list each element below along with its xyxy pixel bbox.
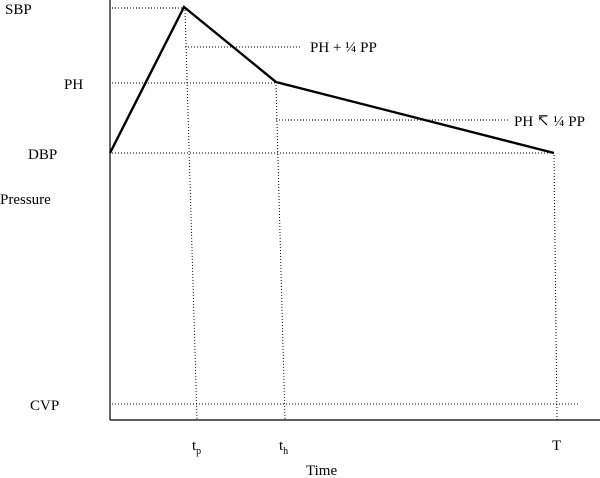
y-axis-title: Pressure bbox=[0, 192, 51, 208]
pressure-waveform bbox=[108, 5, 555, 155]
cvp-label: CVP bbox=[30, 398, 59, 414]
tp-drop-line bbox=[184, 9, 198, 421]
ph-plus-quarter-pp-label: PH + ¼ PP bbox=[310, 40, 377, 56]
sbp-label: SBP bbox=[5, 2, 32, 18]
T-drop-line bbox=[553, 154, 558, 421]
x-axis-title: Time bbox=[306, 463, 337, 478]
tp-label: tp bbox=[192, 438, 201, 457]
ph-label: PH bbox=[64, 77, 83, 93]
th-drop-line bbox=[275, 84, 286, 421]
th-label: th bbox=[279, 438, 288, 457]
ph-minus-quarter-pp-label: PH ↸ ¼ PP bbox=[514, 114, 585, 130]
dbp-label: DBP bbox=[28, 147, 57, 163]
T-label: T bbox=[552, 438, 561, 454]
